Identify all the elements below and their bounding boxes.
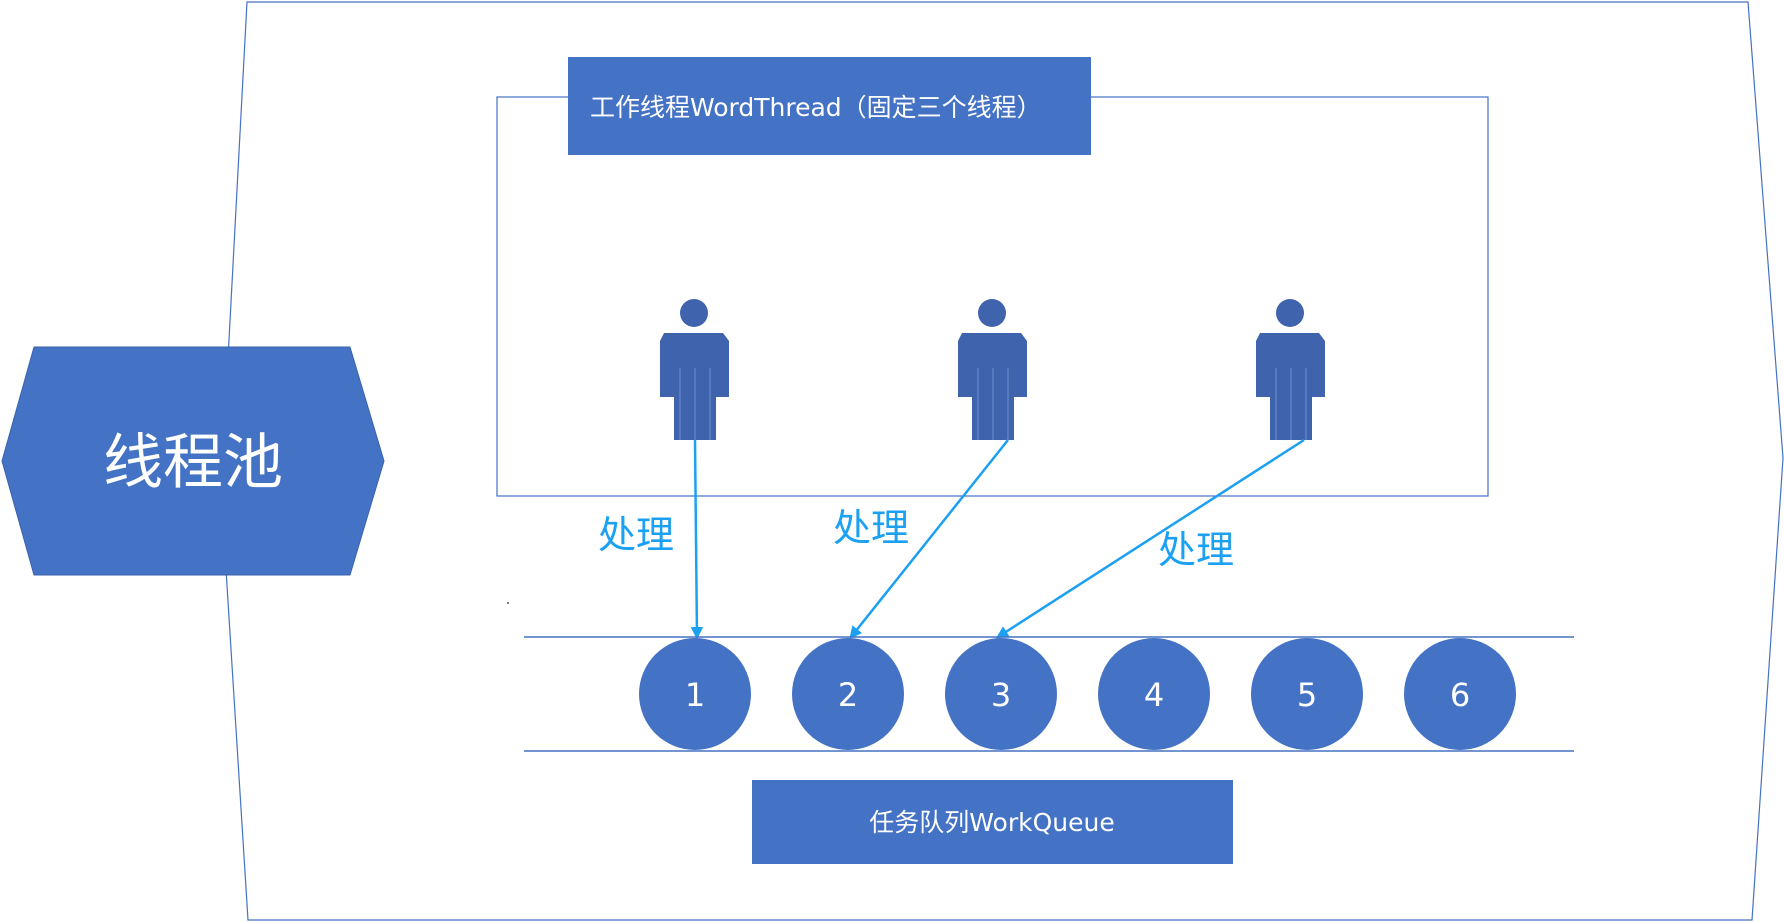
- process-label: 处理: [1158, 528, 1234, 572]
- stray-dot: [507, 602, 509, 604]
- worker-title-text: 工作线程WordThread（固定三个线程）: [590, 93, 1042, 122]
- task-number: 1: [685, 676, 705, 714]
- queue-title-banner: 任务队列WorkQueue: [752, 780, 1233, 864]
- worker-person-icon: [1256, 299, 1325, 440]
- task-circle: 6: [1404, 638, 1516, 750]
- task-number: 3: [991, 676, 1011, 714]
- process-arrow: [995, 438, 1305, 639]
- process-label: 处理: [833, 506, 909, 550]
- task-circle: 2: [792, 638, 904, 750]
- worker-person-icon: [660, 299, 729, 440]
- task-circle: 3: [945, 638, 1057, 750]
- task-circle: 1: [639, 638, 751, 750]
- task-circle: 4: [1098, 638, 1210, 750]
- worker-title-banner: 工作线程WordThread（固定三个线程）: [568, 57, 1091, 155]
- process-label: 处理: [598, 513, 674, 557]
- task-number: 6: [1450, 676, 1470, 714]
- pool-hexagon: 线程池: [1, 346, 385, 576]
- queue-title-text: 任务队列WorkQueue: [869, 808, 1114, 837]
- pool-label: 线程池: [103, 428, 283, 498]
- process-arrow: [849, 439, 1009, 639]
- task-number: 2: [838, 676, 858, 714]
- task-number: 5: [1297, 676, 1317, 714]
- task-circle: 5: [1251, 638, 1363, 750]
- task-number: 4: [1144, 676, 1164, 714]
- process-arrow: [690, 439, 704, 640]
- worker-person-icon: [958, 299, 1027, 440]
